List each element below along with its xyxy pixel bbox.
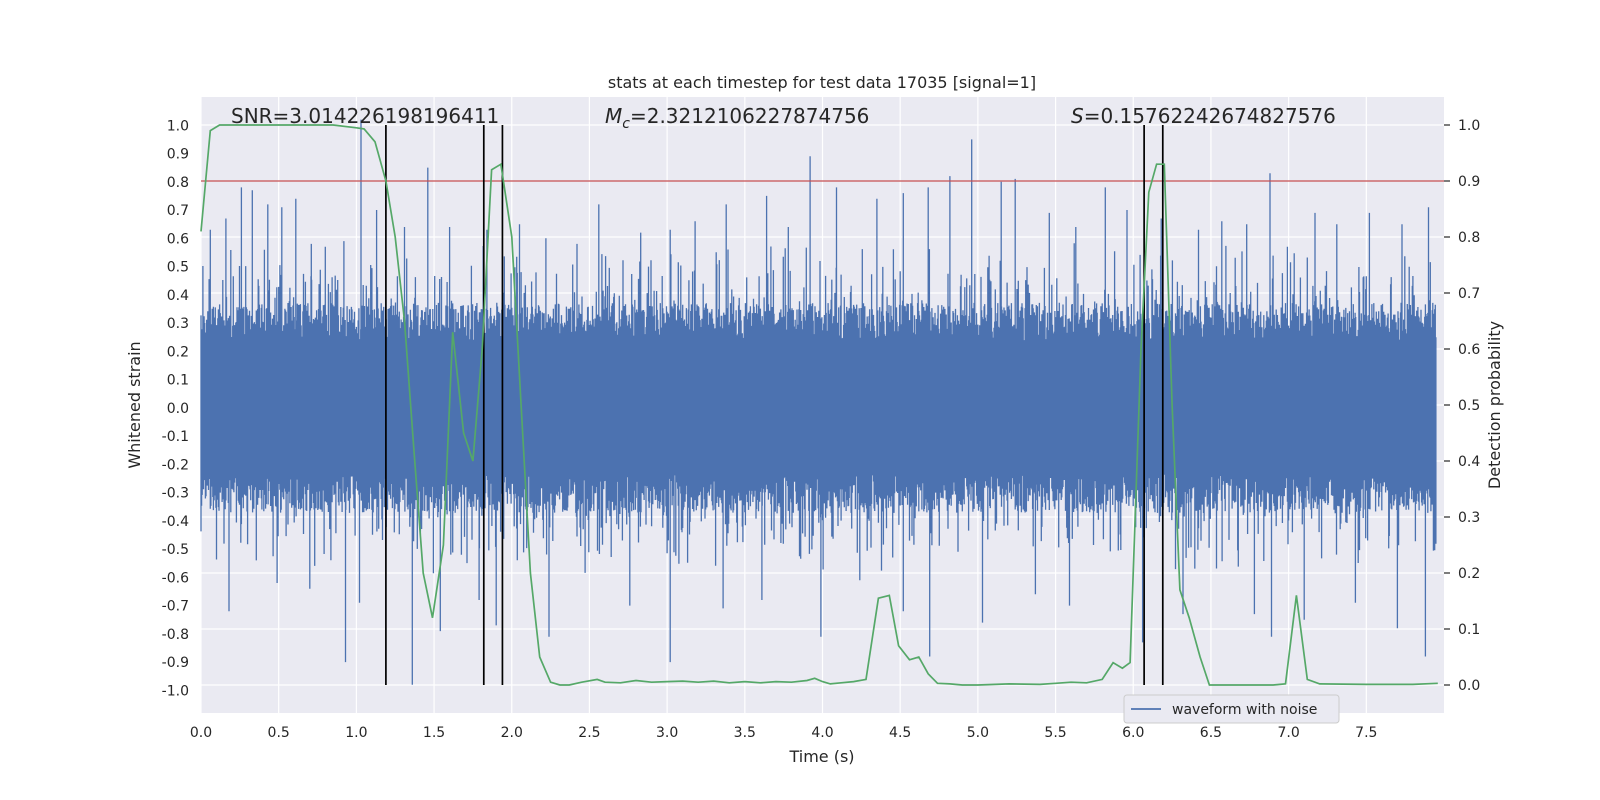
y-right-tick-label: 0.7 (1458, 286, 1480, 302)
y-axis-label-right: Detection probability (1485, 321, 1504, 489)
x-tick-label: 5.5 (1044, 725, 1066, 741)
x-tick-label: 1.0 (345, 725, 367, 741)
y-left-tick-label: 0.2 (167, 344, 189, 360)
x-tick-label: 0.5 (268, 725, 290, 741)
y-left-tick-label: 0.0 (167, 401, 189, 417)
y-left-tick-label: 0.8 (167, 175, 189, 191)
chirp-mass-subscript: c (622, 116, 630, 132)
y-left-tick-label: -0.9 (162, 655, 189, 671)
waveform-series (200, 119, 1437, 685)
y-left-tick-label: 0.7 (167, 203, 189, 219)
y-right-tick-label: 0.1 (1458, 622, 1480, 638)
y-left-tick-label: 1.0 (167, 118, 189, 134)
y-right-tick-label: 0.6 (1458, 342, 1480, 358)
y-ticks-left: 1.0 0.9 0.8 0.7 0.6 0.5 0.4 0.3 0.2 0.1 0.0 -0.1 -0.… (162, 118, 189, 699)
y-left-tick-label: 0.9 (167, 147, 189, 163)
y-left-tick-label: -0.3 (162, 486, 189, 502)
x-tick-label: 2.5 (578, 725, 600, 741)
y-right-tick-label: 0.2 (1458, 566, 1480, 582)
y-right-tick-label: 1.0 (1458, 118, 1480, 134)
legend-box (1123, 694, 1340, 724)
snr-annotation: SNR=3.014226198196411 (231, 104, 499, 128)
x-tick-label: 7.5 (1355, 725, 1377, 741)
chirp-mass-annotation: Mc=2.3212106227874756 (605, 104, 869, 132)
chart-title: stats at each timestep for test data 170… (608, 73, 1036, 92)
y-left-tick-label: 0.5 (167, 260, 189, 276)
x-tick-label: 3.0 (656, 725, 678, 741)
y-left-tick-label: -0.2 (162, 457, 189, 473)
x-axis-label: Time (s) (788, 747, 854, 766)
x-tick-label: 4.0 (811, 725, 833, 741)
y-left-tick-label: -1.0 (162, 683, 189, 699)
x-tick-label: 3.5 (734, 725, 756, 741)
y-right-tick-label: 0.8 (1458, 230, 1480, 246)
y-right-tick-label: 0.9 (1458, 174, 1480, 190)
chirp-mass-value: =2.3212106227874756 (630, 104, 869, 128)
y-left-tick-label: 0.6 (167, 231, 189, 247)
y-left-tick-label: 0.4 (167, 288, 189, 304)
y-right-tick-label: 0.0 (1458, 678, 1480, 694)
y-ticks-right: 1.0 0.9 0.8 0.7 0.6 0.5 0.4 0.3 0.2 0.1 0.0 (1444, 118, 1480, 694)
x-tick-label: 5.0 (967, 725, 989, 741)
y-left-tick-label: 0.3 (167, 316, 189, 332)
x-tick-label: 1.5 (423, 725, 445, 741)
x-tick-label: 7.0 (1277, 725, 1299, 741)
s-value: =0.15762242674827576 (1084, 104, 1336, 128)
y-left-tick-label: -0.6 (162, 570, 189, 586)
waveform-trace (200, 119, 1437, 685)
detection-probability-line (200, 124, 1438, 686)
y-left-tick-label: -0.8 (162, 627, 189, 643)
y-right-tick-label: 0.5 (1458, 398, 1480, 414)
s-annotation: S=0.15762242674827576 (1071, 104, 1336, 128)
x-tick-label: 6.5 (1200, 725, 1222, 741)
legend-label: waveform with noise (1172, 702, 1317, 718)
y-left-tick-label: -0.4 (162, 514, 189, 530)
x-ticks: 0.0 0.5 1.0 1.5 2.0 2.5 3.0 3.5 4.0 4.5 5.0 5.5 6.0 6… (190, 725, 1378, 741)
y-right-tick-label: 0.4 (1458, 454, 1480, 470)
y-left-tick-label: -0.5 (162, 542, 189, 558)
y-axis-label-left: Whitened strain (125, 341, 144, 468)
legend: waveform with noise (1123, 694, 1340, 724)
x-tick-label: 6.0 (1122, 725, 1144, 741)
x-tick-label: 2.0 (501, 725, 523, 741)
s-symbol: S (1071, 104, 1084, 128)
y-left-tick-label: 0.1 (167, 373, 189, 389)
y-right-tick-label: 0.3 (1458, 510, 1480, 526)
x-tick-label: 0.0 (190, 725, 212, 741)
y-left-tick-label: -0.7 (162, 599, 189, 615)
y-left-tick-label: -0.1 (162, 429, 189, 445)
x-tick-label: 4.5 (889, 725, 911, 741)
vertical-markers (385, 125, 1164, 685)
chirp-mass-symbol: M (605, 104, 622, 128)
